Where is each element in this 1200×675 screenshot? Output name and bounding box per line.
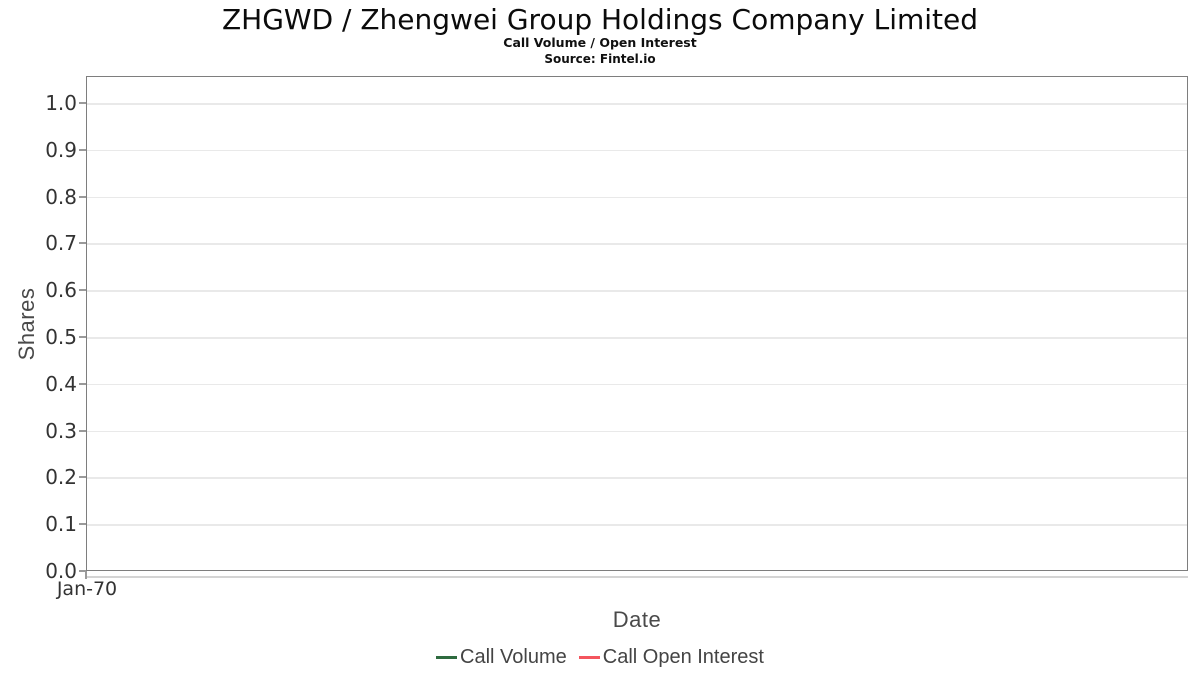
legend-item: Call Open Interest: [578, 646, 764, 669]
y-tick-label: 0.2: [45, 465, 77, 490]
legend: Call Volume Call Open Interest: [0, 646, 1200, 669]
y-tick-mark: [79, 382, 86, 385]
gridline: [87, 430, 1187, 433]
gridline: [87, 383, 1187, 386]
y-tick-label: 0.0: [45, 559, 77, 583]
y-tick-mark: [79, 148, 86, 151]
gridline: [87, 196, 1187, 199]
legend-line-swatch-icon: [578, 656, 600, 659]
y-tick-label: 0.4: [45, 371, 77, 396]
y-tick-label: 0.7: [45, 231, 77, 256]
legend-item: Call Volume: [436, 646, 567, 669]
gridline: [87, 149, 1187, 152]
gridline: [87, 290, 1187, 292]
chart-source: Source: Fintel.io: [544, 52, 656, 66]
plot-area: [86, 76, 1188, 571]
y-tick-mark: [79, 523, 86, 526]
gridline: [87, 337, 1187, 339]
x-axis-line: [86, 576, 1188, 578]
y-tick-mark: [79, 102, 86, 104]
legend-line-swatch-icon: [436, 656, 458, 659]
y-tick-label: 0.8: [45, 184, 77, 209]
y-tick-label: 0.1: [45, 512, 77, 537]
x-tick-mark: [85, 571, 87, 579]
gridline: [87, 477, 1187, 479]
gridline: [87, 243, 1187, 245]
x-tick-label: Jan-70: [56, 578, 118, 600]
y-tick-mark: [79, 476, 86, 479]
y-tick-label: 0.3: [45, 418, 77, 443]
y-tick-label: 0.6: [45, 278, 77, 303]
y-tick-mark: [79, 570, 86, 572]
x-axis-title: Date: [612, 607, 662, 632]
y-tick-mark: [79, 429, 86, 432]
y-tick-label: 1.0: [45, 91, 77, 115]
legend-label: Call Volume: [460, 646, 567, 668]
chart-title: ZHGWD / Zhengwei Group Holdings Company …: [221, 3, 979, 36]
legend-label: Call Open Interest: [602, 646, 764, 668]
y-tick-mark: [79, 336, 86, 338]
chart-subtitle: Call Volume / Open Interest: [503, 35, 697, 50]
y-tick-mark: [79, 195, 86, 198]
gridline: [87, 103, 1187, 105]
y-tick-mark: [79, 289, 86, 292]
gridline: [87, 524, 1187, 526]
y-tick-label: 0.9: [45, 137, 77, 162]
y-tick-label: 0.5: [45, 325, 77, 349]
y-tick-mark: [79, 242, 86, 245]
